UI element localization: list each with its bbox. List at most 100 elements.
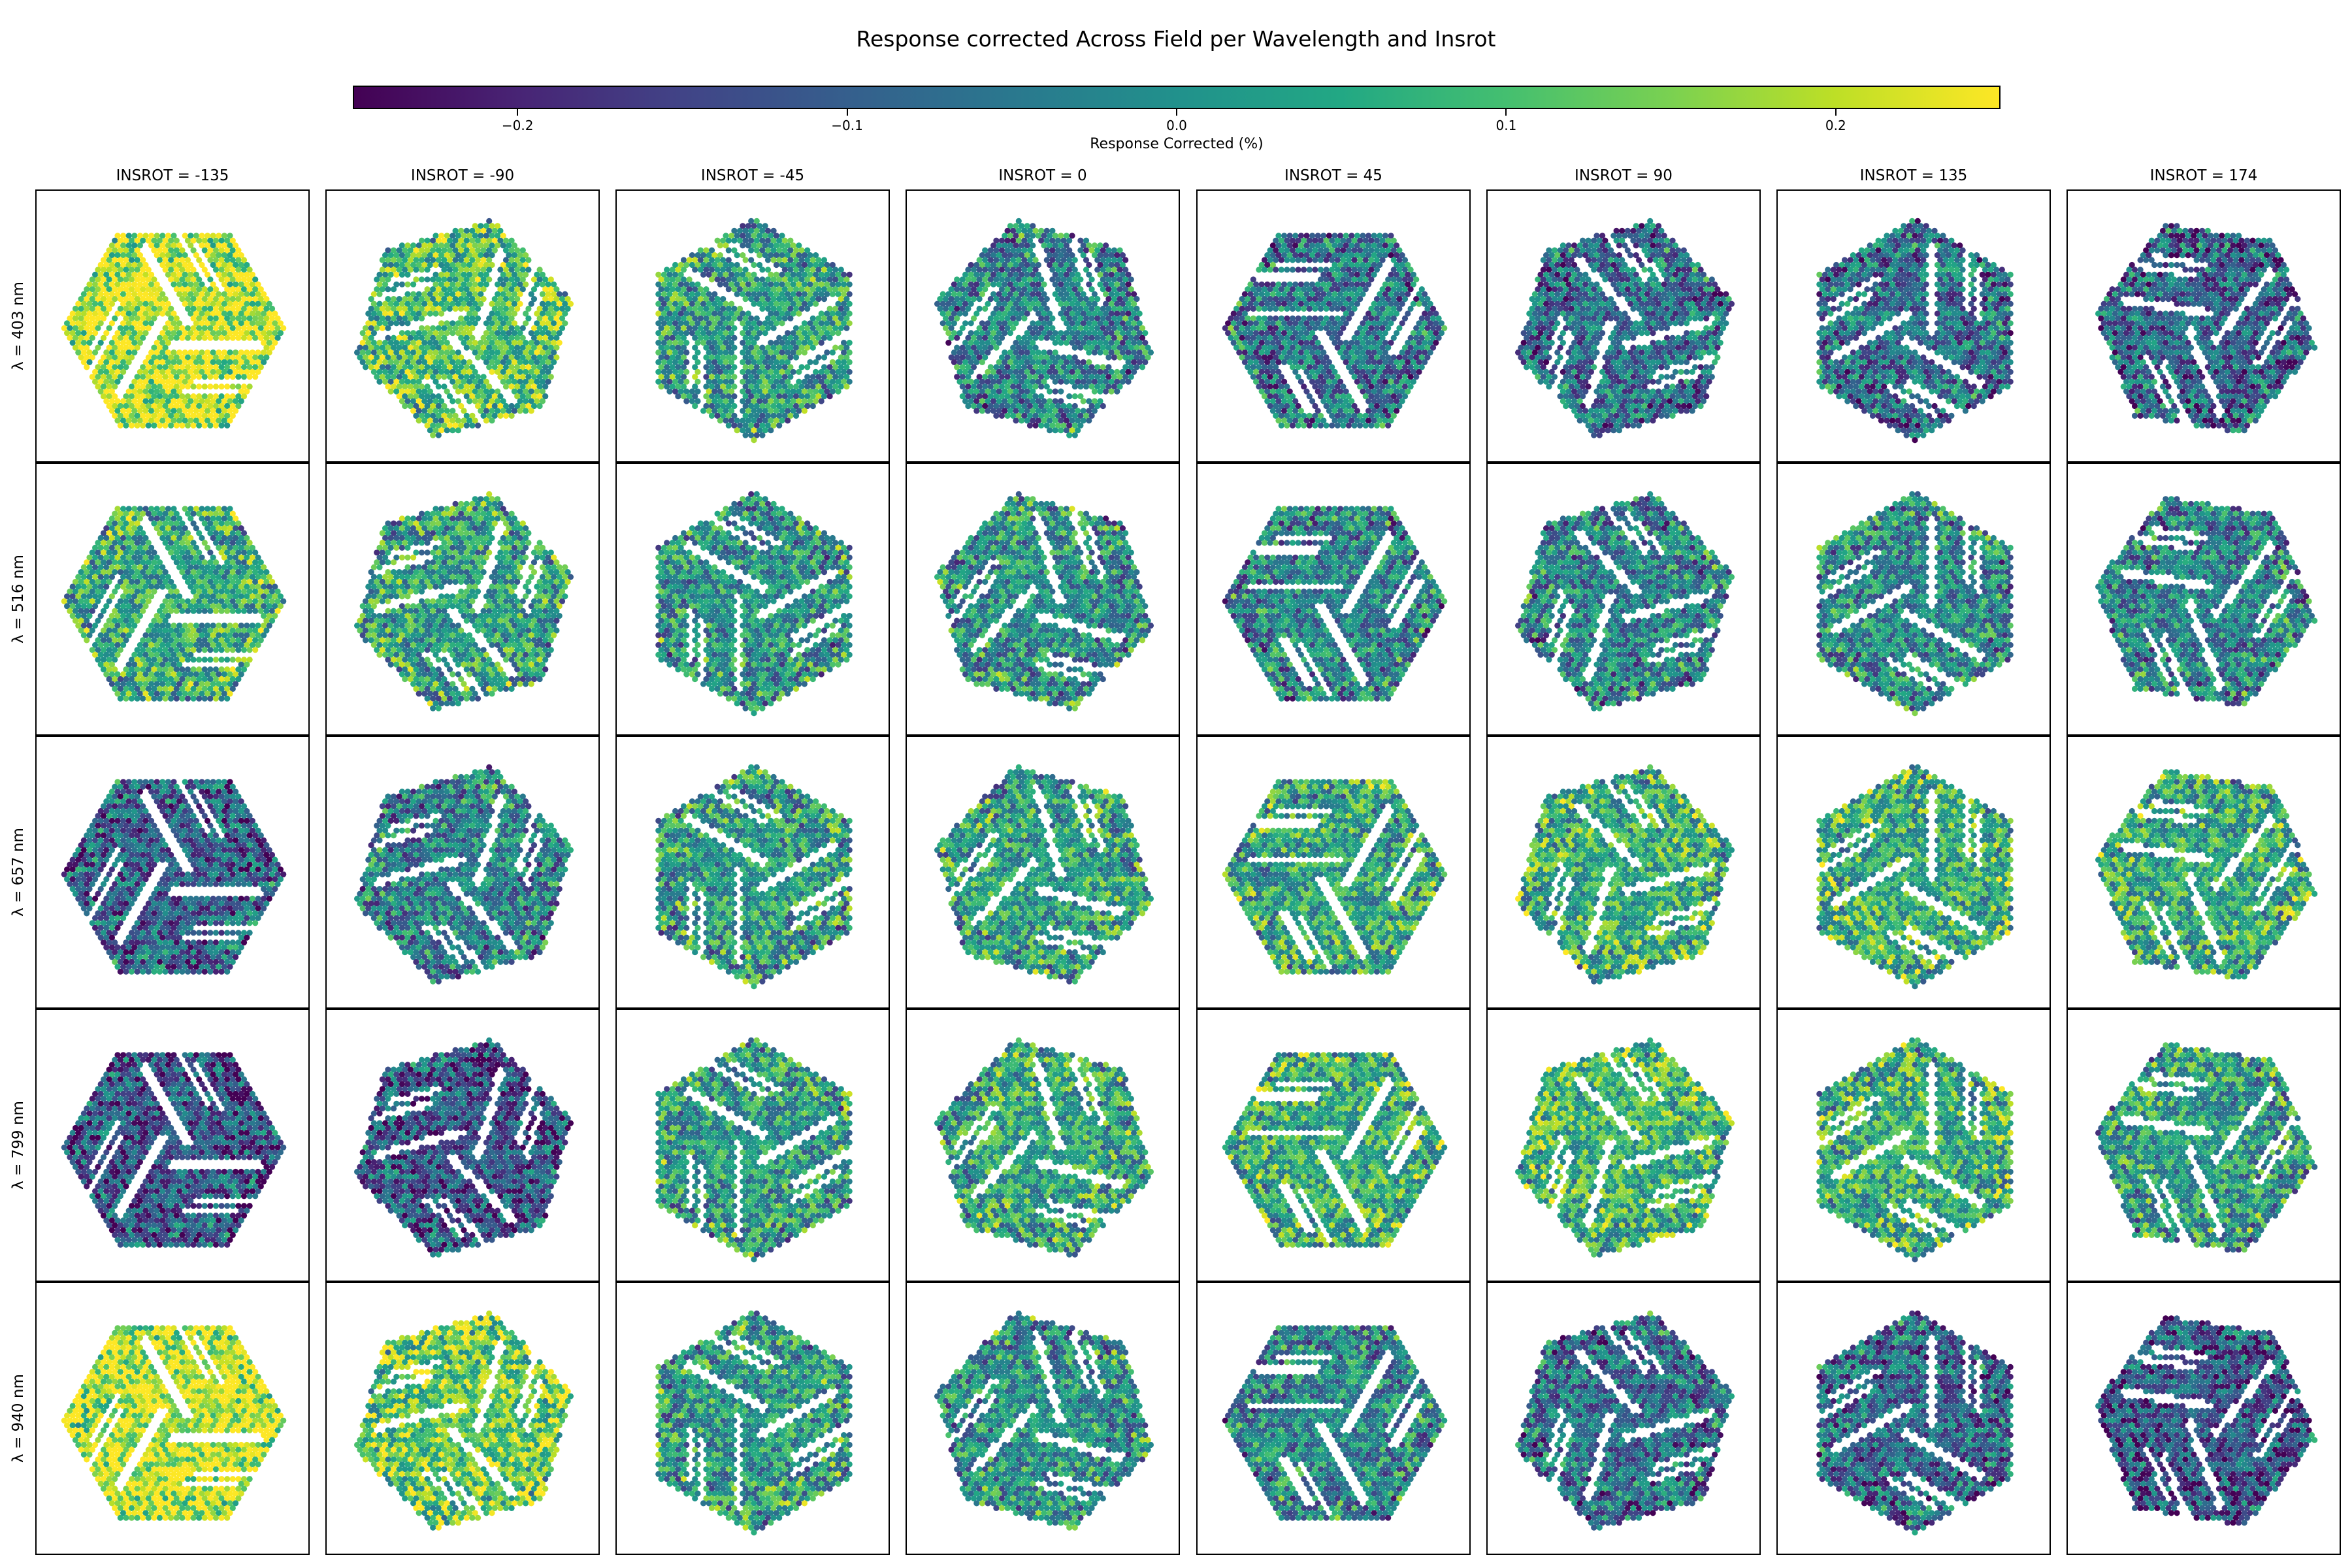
column-label: INSROT = 45 bbox=[1196, 167, 1471, 184]
focal-plane-map bbox=[2095, 1042, 2318, 1253]
detector-cells bbox=[1515, 1037, 1735, 1258]
detector-cells bbox=[354, 764, 574, 985]
detector-cells bbox=[1816, 1310, 2014, 1536]
focal-plane-map bbox=[1222, 233, 1448, 429]
focal-plane-map bbox=[1515, 764, 1735, 985]
heatmap-panel bbox=[1776, 189, 2051, 463]
focal-plane-map bbox=[934, 764, 1154, 985]
detector-cells bbox=[2095, 1042, 2318, 1253]
focal-plane-map bbox=[934, 1310, 1154, 1531]
detector-cells bbox=[934, 1037, 1154, 1258]
focal-plane-map bbox=[2095, 1315, 2318, 1526]
heatmap-panel bbox=[1486, 736, 1761, 1009]
detector-cells bbox=[934, 1310, 1154, 1531]
focal-plane-map bbox=[354, 1310, 574, 1531]
focal-plane-map bbox=[1515, 1310, 1735, 1531]
detector-cells bbox=[1222, 779, 1448, 975]
detector-cells bbox=[655, 1310, 853, 1536]
focal-plane-map bbox=[655, 1037, 853, 1263]
detector-cells bbox=[1816, 1037, 2014, 1263]
focal-plane-map bbox=[354, 1037, 574, 1258]
detector-cells bbox=[1515, 764, 1735, 985]
heatmap-panel bbox=[2066, 1009, 2341, 1282]
focal-plane-map bbox=[2095, 496, 2318, 707]
colorbar bbox=[353, 86, 2001, 109]
colorbar-tick-mark bbox=[1176, 109, 1177, 116]
column-label: INSROT = 135 bbox=[1776, 167, 2051, 184]
focal-plane-map bbox=[354, 764, 574, 985]
focal-plane-map bbox=[2095, 769, 2318, 980]
detector-cells bbox=[1515, 1310, 1735, 1531]
detector-cells bbox=[1222, 1052, 1448, 1248]
heatmap-panel bbox=[906, 736, 1180, 1009]
heatmap-panel bbox=[615, 1009, 890, 1282]
focal-plane-map bbox=[655, 1310, 853, 1536]
focal-plane-map bbox=[934, 1037, 1154, 1258]
heatmap-panel bbox=[1196, 463, 1471, 736]
heatmap-panel bbox=[2066, 189, 2341, 463]
column-label: INSROT = 90 bbox=[1486, 167, 1761, 184]
focal-plane-map bbox=[1515, 491, 1735, 711]
detector-cells bbox=[1515, 491, 1735, 711]
detector-cells bbox=[61, 1325, 287, 1521]
heatmap-panel bbox=[1776, 463, 2051, 736]
detector-cells bbox=[655, 764, 853, 990]
heatmap-panel bbox=[615, 1282, 890, 1555]
colorbar-tick-mark bbox=[846, 109, 848, 116]
focal-plane-map bbox=[655, 218, 853, 444]
detector-cells bbox=[655, 1037, 853, 1263]
heatmap-panel bbox=[1196, 736, 1471, 1009]
heatmap-panel bbox=[906, 1009, 1180, 1282]
heatmap-panel bbox=[2066, 736, 2341, 1009]
focal-plane-map bbox=[934, 491, 1154, 711]
focal-plane-map bbox=[1816, 1037, 2014, 1263]
focal-plane-map bbox=[61, 1052, 287, 1248]
heatmap-panel bbox=[35, 1009, 310, 1282]
detector-cells bbox=[2095, 223, 2318, 434]
focal-plane-map bbox=[655, 491, 853, 717]
heatmap-panel bbox=[1776, 736, 2051, 1009]
focal-plane-map bbox=[61, 1325, 287, 1521]
colorbar-label: Response Corrected (%) bbox=[353, 136, 2001, 152]
heatmap-panel bbox=[615, 189, 890, 463]
colorbar-tick-label: 0.2 bbox=[1784, 118, 1888, 133]
focal-plane-map bbox=[1816, 491, 2014, 717]
detector-cells bbox=[1515, 218, 1735, 438]
focal-plane-map bbox=[934, 218, 1154, 438]
focal-plane-map bbox=[354, 218, 574, 438]
detector-cells bbox=[354, 218, 574, 438]
detector-cells bbox=[655, 491, 853, 717]
column-label: INSROT = -45 bbox=[615, 167, 890, 184]
focal-plane-map bbox=[1515, 1037, 1735, 1258]
detector-cells bbox=[2095, 1315, 2318, 1526]
detector-cells bbox=[1816, 218, 2014, 444]
detector-cells bbox=[1222, 233, 1448, 429]
detector-cells bbox=[61, 506, 287, 702]
heatmap-panel bbox=[1486, 189, 1761, 463]
heatmap-panel bbox=[1196, 1282, 1471, 1555]
heatmap-panel bbox=[35, 736, 310, 1009]
heatmap-panel bbox=[1486, 1282, 1761, 1555]
detector-cells bbox=[1222, 506, 1448, 702]
column-label: INSROT = 0 bbox=[906, 167, 1180, 184]
heatmap-panel bbox=[1486, 1009, 1761, 1282]
heatmap-panel bbox=[2066, 1282, 2341, 1555]
column-label: INSROT = -90 bbox=[325, 167, 600, 184]
heatmap-panel bbox=[325, 736, 600, 1009]
focal-plane-map bbox=[1816, 764, 2014, 990]
heatmap-panel bbox=[906, 1282, 1180, 1555]
colorbar-tick-label: −0.1 bbox=[795, 118, 900, 133]
detector-cells bbox=[354, 1310, 574, 1531]
detector-cells bbox=[354, 491, 574, 711]
colorbar-tick-label: −0.2 bbox=[465, 118, 570, 133]
colorbar-tick-label: 0.0 bbox=[1124, 118, 1229, 133]
detector-cells bbox=[61, 1052, 287, 1248]
focal-plane-map bbox=[1515, 218, 1735, 438]
detector-cells bbox=[934, 764, 1154, 985]
heatmap-panel bbox=[1776, 1282, 2051, 1555]
detector-cells bbox=[1222, 1325, 1448, 1521]
colorbar-tick-mark bbox=[1835, 109, 1837, 116]
focal-plane-map bbox=[1816, 218, 2014, 444]
focal-plane-map bbox=[1222, 1325, 1448, 1521]
heatmap-panel bbox=[2066, 463, 2341, 736]
